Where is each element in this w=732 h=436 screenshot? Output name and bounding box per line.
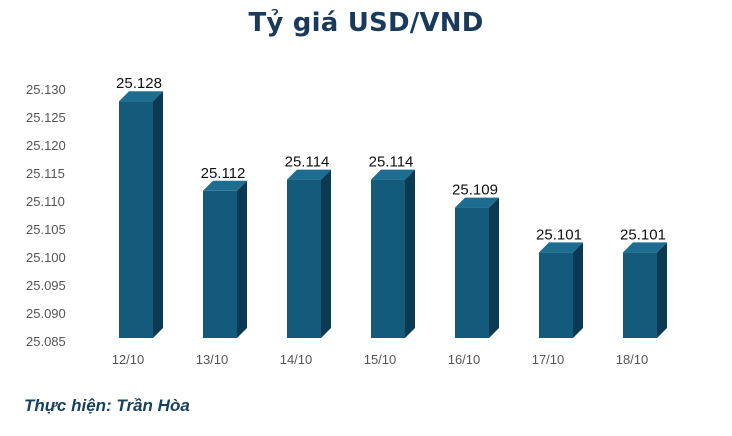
bar-front bbox=[119, 101, 153, 338]
data-label: 25.112 bbox=[201, 165, 246, 182]
y-tick-label: 25.085 bbox=[26, 334, 66, 349]
x-tick-label: 16/10 bbox=[448, 352, 481, 367]
bar-side bbox=[489, 197, 499, 338]
bar bbox=[539, 242, 583, 338]
y-tick-label: 25.090 bbox=[26, 306, 66, 321]
bar bbox=[203, 180, 247, 338]
bar-top bbox=[539, 242, 583, 253]
data-label: 25.101 bbox=[620, 226, 666, 243]
y-tick-label: 25.110 bbox=[26, 194, 65, 209]
bar-side bbox=[153, 91, 163, 338]
bar-front bbox=[203, 190, 237, 338]
bar-side bbox=[237, 180, 247, 338]
data-label: 25.128 bbox=[116, 75, 162, 92]
bar-front bbox=[287, 179, 321, 338]
y-axis: 25.130 25.125 25.120 25.115 25.110 25.105 25.1… bbox=[26, 82, 66, 349]
bar-side bbox=[321, 169, 331, 338]
x-tick-label: 17/10 bbox=[532, 352, 565, 367]
y-tick-label: 25.100 bbox=[26, 250, 66, 265]
bar-front bbox=[539, 252, 573, 338]
credit-text: Thực hiện: Trần Hòa bbox=[24, 396, 190, 415]
y-tick-label: 25.095 bbox=[26, 278, 66, 293]
data-label: 25.114 bbox=[369, 154, 414, 171]
bar bbox=[455, 197, 499, 338]
bar bbox=[287, 169, 331, 338]
x-tick-label: 14/10 bbox=[280, 352, 313, 367]
x-tick-label: 18/10 bbox=[616, 352, 649, 367]
y-tick-label: 25.130 bbox=[26, 82, 66, 97]
data-label: 25.101 bbox=[536, 226, 582, 243]
bar-top bbox=[371, 169, 415, 180]
bar-top bbox=[623, 242, 667, 253]
data-label: 25.114 bbox=[285, 154, 330, 171]
x-tick-label: 12/10 bbox=[112, 352, 145, 367]
data-label: 25.109 bbox=[452, 182, 498, 199]
x-tick-label: 13/10 bbox=[196, 352, 229, 367]
bar-front bbox=[623, 252, 657, 338]
y-tick-label: 25.105 bbox=[26, 222, 66, 237]
bar-side bbox=[657, 242, 667, 338]
y-tick-label: 25.125 bbox=[26, 110, 66, 125]
bar-top bbox=[119, 91, 163, 102]
bar bbox=[371, 169, 415, 338]
bar bbox=[623, 242, 667, 338]
bars bbox=[119, 91, 667, 338]
bar-top bbox=[455, 197, 499, 208]
bar-top bbox=[287, 169, 331, 180]
bar-side bbox=[405, 169, 415, 338]
bar-front bbox=[455, 207, 489, 338]
x-tick-label: 15/10 bbox=[364, 352, 397, 367]
bar-side bbox=[573, 242, 583, 338]
chart-title: Tỷ giá USD/VND bbox=[248, 8, 484, 38]
y-tick-label: 25.115 bbox=[26, 166, 65, 181]
bar bbox=[119, 91, 163, 338]
data-labels: 25.128 25.112 25.114 25.114 25.109 25.101 25.1… bbox=[116, 75, 666, 243]
y-tick-label: 25.120 bbox=[26, 138, 66, 153]
x-axis: 12/10 13/10 14/10 15/10 16/10 17/10 18/10 bbox=[112, 352, 649, 367]
bar-front bbox=[371, 179, 405, 338]
bar-top bbox=[203, 180, 247, 191]
